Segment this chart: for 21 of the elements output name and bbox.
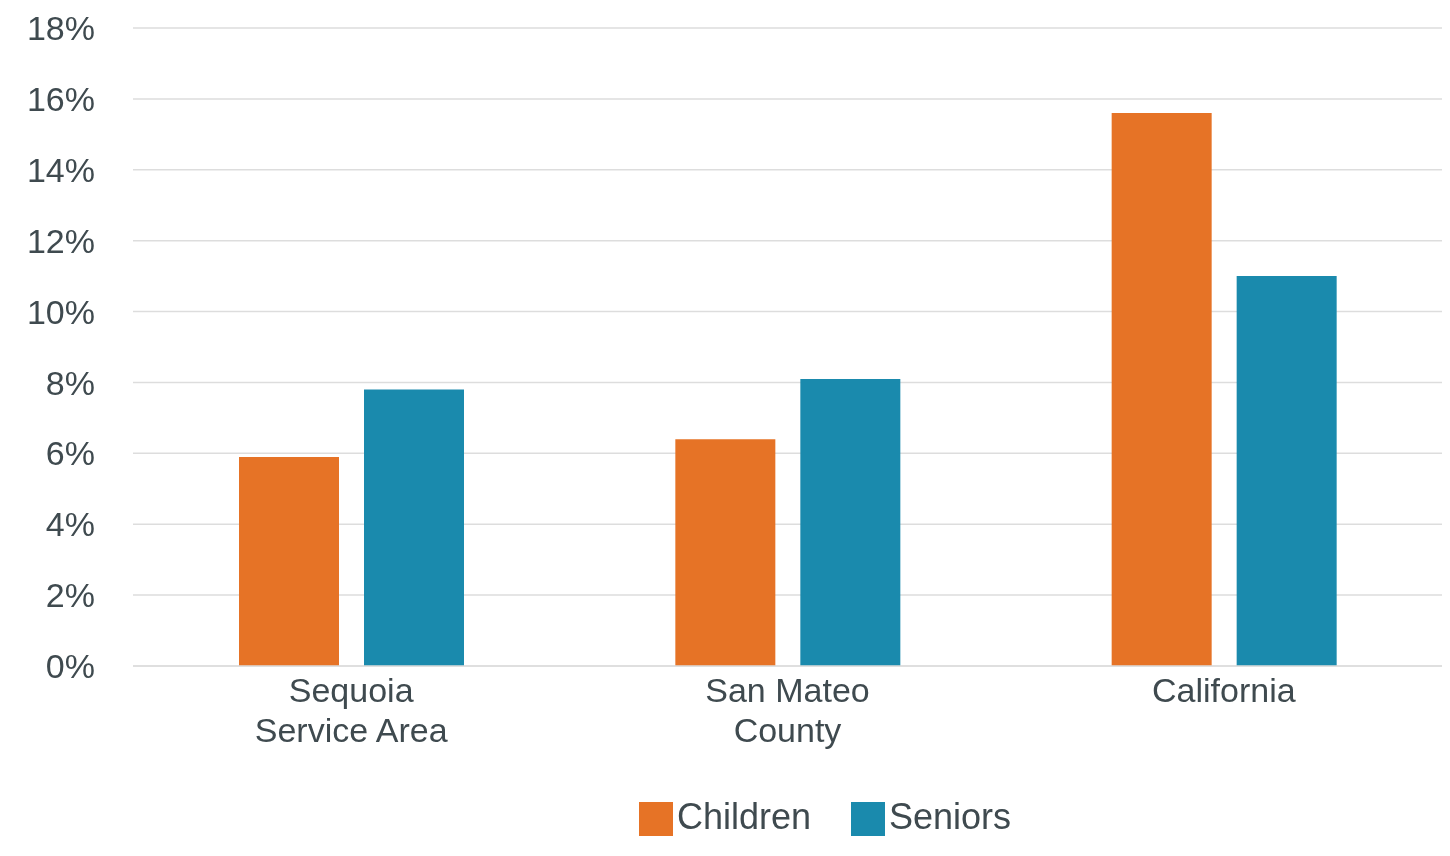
y-tick-label: 2%: [45, 576, 95, 615]
bar: [675, 439, 776, 666]
bar: [1236, 276, 1337, 666]
y-tick-label: 14%: [26, 150, 95, 189]
legend-label: Children: [676, 796, 811, 837]
y-tick-label: 18%: [26, 9, 95, 48]
x-tick-label: Sequoia Service Area: [254, 671, 448, 749]
y-tick-label: 0%: [45, 647, 95, 686]
x-tick-label: California: [1152, 671, 1296, 709]
bar: [800, 378, 901, 666]
bar: [239, 456, 339, 666]
y-tick-label: 6%: [45, 434, 95, 473]
bar: [1111, 113, 1212, 666]
y-tick-label: 12%: [26, 221, 95, 260]
y-tick-label: 4%: [45, 505, 95, 544]
y-tick-label: 8%: [45, 363, 95, 402]
bar: [364, 389, 464, 666]
y-tick-label: 16%: [26, 79, 95, 118]
legend-label: Seniors: [889, 796, 1012, 837]
x-tick-label: San Mateo County: [705, 671, 870, 749]
y-tick-label: 10%: [26, 292, 95, 331]
